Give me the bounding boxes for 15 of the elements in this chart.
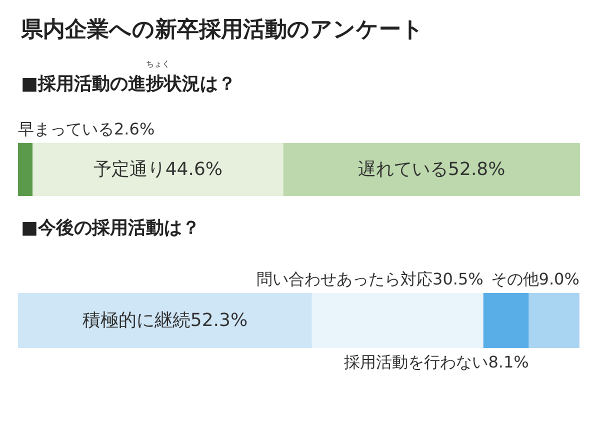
data-label: その他9.0% [490,270,580,288]
chart-title: 県内企業への新卒採用活動のアンケート [20,16,424,42]
data-label: 問い合わせあったら対応30.5% [256,270,484,288]
bar [483,293,529,348]
bar [528,293,580,348]
bar [312,293,484,348]
text: ちょく [146,60,170,68]
data-label: 予定通り44.6% [93,159,223,180]
bar [18,293,312,348]
data-label: 遅れている52.8% [358,159,506,180]
chart-subtitle: ■採用活動の進捗状況は？ [21,74,236,94]
data-label: 早まっている2.6% [18,120,155,138]
data-label: 積極的に継続52.3% [82,310,248,331]
chart-title: ■今後の採用活動は？ [21,218,200,238]
data-label: 採用活動を行わない8.1% [344,352,529,372]
